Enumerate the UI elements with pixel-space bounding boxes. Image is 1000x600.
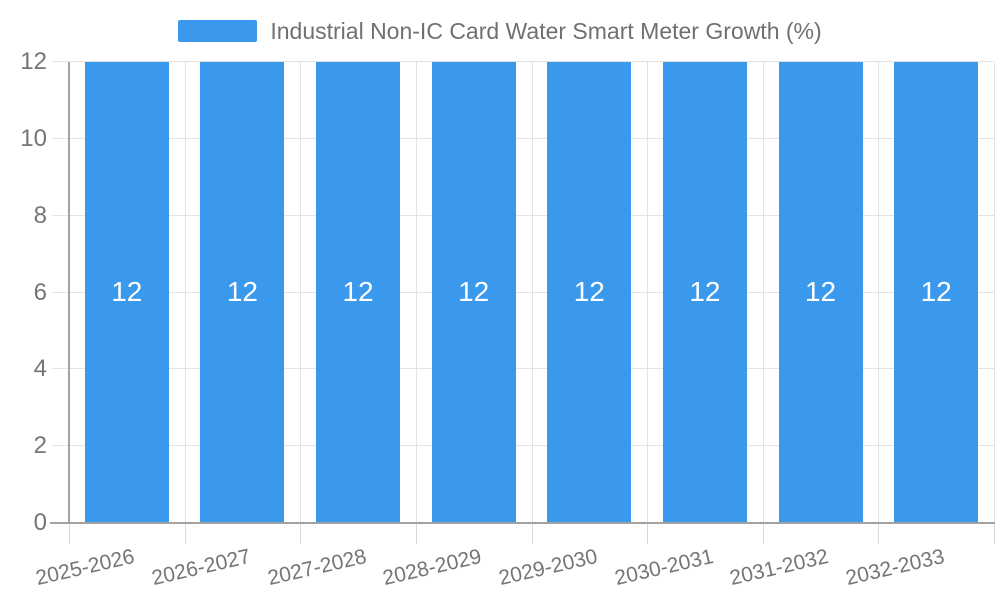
legend[interactable]: Industrial Non-IC Card Water Smart Meter… [0,14,1000,48]
gridline-vertical [647,62,649,523]
gridline-horizontal [52,368,994,370]
gridline-horizontal [52,214,994,216]
x-axis-tick [184,524,186,544]
bar-value-label: 12 [920,276,952,307]
gridline-vertical [994,62,995,523]
x-axis-label: 2029-2030 [496,545,600,591]
x-axis-tick [994,524,995,544]
bar-value-label: 12 [458,276,490,307]
bar[interactable]: 12 [431,62,516,522]
gridline-horizontal [52,61,994,62]
y-axis-tick-label: 6 [33,278,47,306]
y-axis-tick-label: 10 [20,124,47,152]
bar[interactable]: 12 [547,62,632,522]
x-axis-label: 2031-2032 [727,545,831,591]
x-axis-label: 2030-2031 [612,545,716,591]
y-axis-tick-label: 4 [33,355,47,383]
x-axis-tick [531,524,533,544]
gridline-vertical [762,62,764,523]
gridline-horizontal [52,445,994,447]
bar-value-label: 12 [573,276,605,307]
gridline-vertical [184,62,186,523]
x-axis-tick [762,524,764,544]
x-axis-tick [300,524,302,544]
x-axis-tick [69,524,70,544]
bar[interactable]: 12 [894,62,979,522]
x-axis-label: 2026-2027 [149,545,253,591]
bar-value-label: 12 [804,276,837,307]
gridline-horizontal [52,291,994,293]
legend-swatch[interactable] [178,20,258,42]
gridline-vertical [878,62,880,523]
gridline-horizontal [52,137,994,139]
y-axis-tick-label: 2 [33,432,47,460]
gridline-vertical [531,62,533,523]
x-axis-label: 2025-2026 [33,545,137,591]
bar[interactable]: 12 [200,62,285,522]
gridline-vertical [300,62,302,523]
bar-value-label: 12 [111,276,143,307]
x-axis-label: 2032-2033 [843,545,947,591]
bar[interactable]: 12 [662,62,747,522]
bar-value-label: 12 [226,276,259,307]
x-axis-tick [415,524,417,544]
y-axis-line [68,62,70,523]
bar[interactable]: 12 [316,62,401,522]
x-axis-label: 2027-2028 [265,545,369,591]
x-axis-label: 2028-2029 [380,545,484,591]
y-axis-tick-label: 12 [20,48,47,75]
y-axis-tick-label: 0 [33,509,47,536]
x-axis-tick [878,524,880,544]
y-axis-tick-label: 8 [33,201,47,229]
bar-value-label: 12 [342,276,374,307]
bar[interactable]: 12 [84,62,169,522]
legend-label: Industrial Non-IC Card Water Smart Meter… [270,18,822,44]
x-axis-tick [647,524,649,544]
x-axis-line [50,522,995,524]
bar-value-label: 12 [689,276,721,307]
gridline-vertical [415,62,417,523]
bar[interactable]: 12 [778,62,863,522]
